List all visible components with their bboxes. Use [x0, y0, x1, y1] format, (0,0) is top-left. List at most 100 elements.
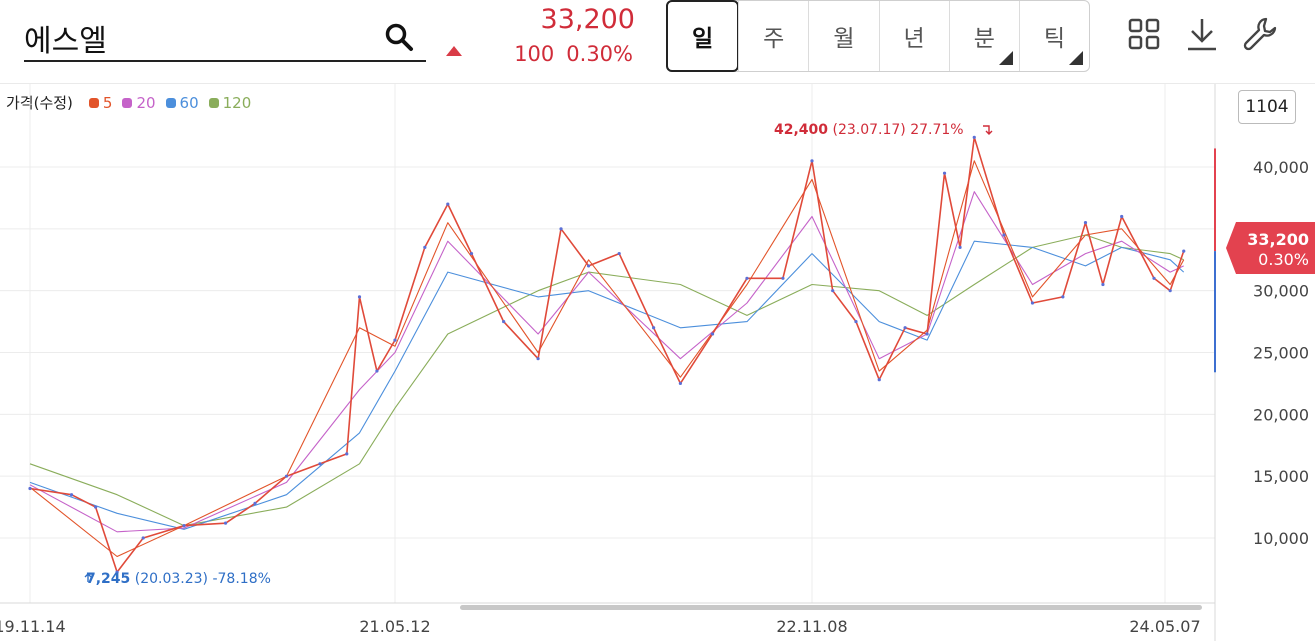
dropdown-corner-icon — [1069, 51, 1084, 65]
y-tick-label: 20,000 — [1253, 405, 1309, 424]
price-point — [831, 289, 835, 293]
price-point — [1152, 276, 1156, 280]
price-point — [1083, 221, 1088, 225]
price-point — [393, 338, 397, 342]
dropdown-corner-icon — [998, 51, 1013, 65]
chart-scrollbar[interactable] — [460, 605, 1202, 610]
download-icon[interactable] — [1184, 16, 1220, 52]
series-line-20 — [29, 191, 1184, 533]
legend-label: 5 — [102, 93, 113, 112]
tab-week[interactable]: 주 — [738, 1, 808, 71]
price-point — [617, 251, 621, 256]
price-point — [357, 295, 362, 299]
price-point — [652, 326, 656, 330]
price-point — [925, 332, 929, 336]
tab-day[interactable]: 일 — [666, 0, 740, 72]
price-point — [115, 570, 119, 574]
grid-layout-icon[interactable] — [1126, 16, 1162, 52]
price-point — [502, 319, 506, 324]
legend-item-ma120[interactable]: 120 — [208, 93, 252, 112]
x-tick-label: 21.05.12 — [359, 617, 430, 636]
series-line-120 — [29, 234, 1184, 527]
period-tabs: 일 주 월 년 분 틱 — [666, 0, 1090, 72]
low-text: (20.03.23) -78.18% — [134, 571, 271, 587]
price-point — [745, 276, 749, 280]
tab-label: 일 — [692, 26, 714, 52]
search-input[interactable] — [24, 18, 374, 58]
series-line-5 — [29, 160, 1185, 558]
low-annotation: 7,245 (20.03.23) -78.18% — [86, 571, 271, 587]
wrench-icon[interactable] — [1242, 16, 1278, 52]
price-point — [1030, 301, 1035, 305]
price-point — [284, 474, 289, 478]
low-value: 7,245 — [86, 571, 131, 587]
tab-tick[interactable]: 틱 — [1018, 1, 1089, 71]
price-point — [810, 159, 814, 163]
price-point — [942, 171, 947, 175]
x-tick-label: 22.11.08 — [776, 617, 847, 636]
price-tag-percent: 0.30% — [1258, 250, 1309, 269]
price-point — [781, 276, 785, 280]
price-point — [559, 227, 563, 231]
x-tick-label: 24.05.07 — [1129, 617, 1200, 636]
search-icon[interactable] — [384, 22, 414, 52]
price-tag-background — [1226, 222, 1315, 274]
price-point — [423, 245, 427, 249]
tab-minute[interactable]: 분 — [948, 1, 1019, 71]
high-text: (23.07.17) 27.71% — [832, 122, 964, 138]
legend-swatch — [122, 97, 133, 108]
price-point — [28, 486, 32, 491]
price-point — [854, 319, 858, 324]
legend-item-ma60[interactable]: 60 — [165, 93, 199, 112]
change-percent: 0.30% — [566, 42, 633, 66]
tab-label: 년 — [903, 26, 925, 52]
price-point — [141, 536, 145, 540]
y-tick-label: 15,000 — [1253, 467, 1309, 486]
tab-label: 틱 — [1043, 26, 1066, 52]
price-point — [903, 326, 907, 330]
legend-label: 60 — [179, 93, 199, 112]
series-line-price — [29, 136, 1185, 573]
price-change: 100 0.30% — [514, 42, 633, 66]
low-marker-icon — [84, 573, 94, 582]
price-point — [1101, 282, 1105, 287]
price-point — [586, 264, 591, 268]
header-divider — [0, 83, 1315, 84]
series-line-60 — [29, 240, 1185, 530]
legend-label: 20 — [136, 93, 156, 112]
price-point — [94, 505, 98, 509]
bar-count-box[interactable]: 1104 — [1238, 90, 1296, 124]
price-point — [1002, 233, 1006, 237]
price-tag-value: 33,200 — [1247, 230, 1309, 249]
high-value: 42,400 — [774, 122, 829, 138]
legend-item-ma20[interactable]: 20 — [122, 93, 156, 112]
price-point — [446, 202, 450, 206]
price-point — [536, 357, 540, 361]
change-amount: 100 — [514, 42, 555, 66]
price-point — [223, 521, 228, 525]
legend-item-ma5[interactable]: 5 — [88, 93, 113, 112]
tab-label: 월 — [833, 26, 855, 52]
legend-title: 가격(수정) — [6, 94, 73, 112]
high-annotation: 42,400 (23.07.17) 27.71% — [774, 122, 964, 138]
search-box[interactable] — [24, 10, 426, 62]
legend-label: 120 — [222, 93, 252, 112]
current-price-tag: 33,200 0.30% — [1226, 222, 1315, 274]
tab-month[interactable]: 월 — [808, 1, 878, 71]
legend-swatch — [208, 97, 219, 108]
price-point — [1168, 289, 1172, 293]
price-point — [375, 369, 379, 373]
y-tick-label: 40,000 — [1253, 158, 1309, 177]
price-point — [1120, 214, 1124, 219]
price-point — [469, 251, 474, 256]
y-tick-label: 30,000 — [1253, 282, 1309, 301]
price-point — [1061, 295, 1065, 299]
price-point — [69, 493, 74, 497]
y-tick-label: 10,000 — [1253, 529, 1309, 548]
legend-swatch — [88, 97, 99, 108]
price-point — [253, 501, 257, 505]
legend-swatch — [165, 97, 176, 108]
tab-year[interactable]: 년 — [878, 1, 949, 71]
price-point — [958, 245, 962, 249]
